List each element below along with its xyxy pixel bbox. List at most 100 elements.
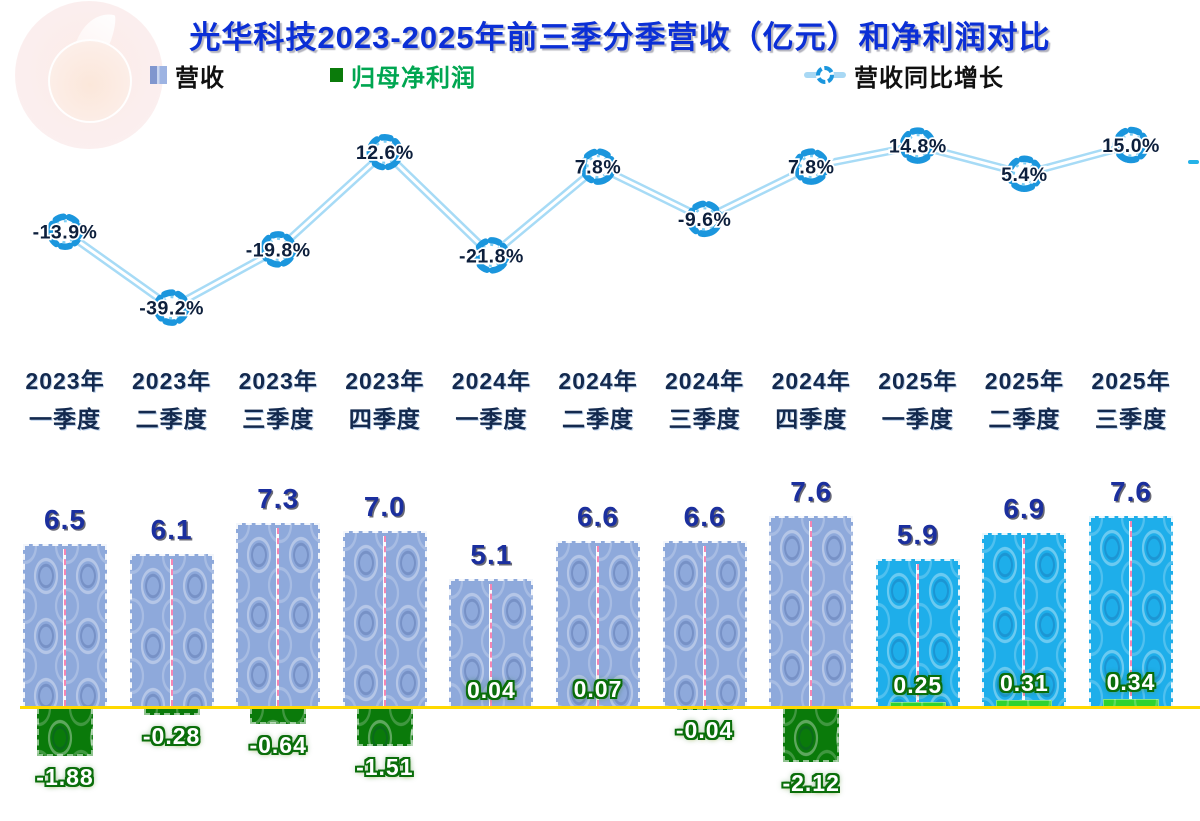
legend-label-growth: 营收同比增长: [854, 64, 1004, 92]
growth-value-label: 7.8%: [788, 157, 834, 179]
quarter-label-year: 2023年: [238, 368, 318, 394]
revenue-value-label: 6.5: [44, 503, 86, 535]
chart-title: 光华科技2023-2025年前三季分季营收（亿元）和净利润对比: [189, 20, 1051, 55]
revenue-value-label: 7.6: [790, 475, 833, 507]
revenue-bar: [129, 553, 214, 708]
profit-value-label: 0.34: [1106, 669, 1156, 696]
growth-point: -21.8%: [457, 237, 525, 274]
quarter-label-year: 2023年: [132, 368, 212, 394]
growth-value-label: 12.6%: [356, 142, 414, 164]
revenue-bar: [1089, 515, 1173, 708]
growth-point: 15.0%: [1100, 126, 1161, 164]
growth-point: 7.8%: [573, 148, 622, 185]
profit-bar: [250, 708, 307, 725]
quarter-label-year: 2023年: [25, 368, 105, 394]
quarter-label-quarter: 二季度: [562, 406, 634, 432]
growth-marker-icon: [816, 66, 834, 84]
quarter-label-year: 2025年: [1091, 368, 1171, 394]
legend-item-profit: 归母净利润: [330, 60, 476, 92]
legend-label-profit: 归母净利润: [351, 64, 476, 92]
quarter-label-quarter: 三季度: [668, 406, 741, 432]
revenue-value-label: 5.1: [470, 538, 513, 570]
profit-bar: [1103, 699, 1159, 708]
revenue-value-label: 7.0: [363, 490, 406, 522]
bar-center-line: [1022, 538, 1026, 706]
revenue-value-label: 7.6: [1110, 475, 1152, 507]
revenue-bar: [342, 530, 427, 708]
growth-value-label: 14.8%: [889, 136, 947, 158]
quarter-label-quarter: 三季度: [242, 406, 315, 432]
quarter-label-year: 2023年: [345, 368, 425, 394]
bar-center-line: [489, 583, 493, 707]
bar-center-line: [809, 520, 813, 707]
growth-point: 7.8%: [786, 148, 836, 185]
growth-value-label: -21.8%: [459, 245, 524, 267]
quarter-label-quarter: 二季度: [988, 406, 1061, 432]
revenue-bar: [769, 515, 854, 708]
legend-label-revenue: 营收: [175, 64, 225, 92]
growth-marker-inner-icon: [479, 243, 503, 267]
quarter-label-quarter: 一季度: [881, 406, 954, 432]
profit-value-label: -0.64: [249, 732, 307, 759]
revenue-value-label: 6.1: [150, 513, 193, 545]
profit-value-label: 0.25: [893, 671, 943, 698]
growth-value-label: -19.8%: [246, 239, 311, 261]
profit-value-label: -0.28: [142, 723, 201, 750]
quarter-label-year: 2024年: [771, 368, 851, 394]
legend-item-revenue: 营收: [150, 60, 225, 92]
profit-value-label: 0.31: [1000, 670, 1049, 697]
revenue-bar: [23, 543, 107, 708]
bar-center-line: [915, 563, 919, 707]
revenue-value-label: 6.9: [1003, 493, 1046, 525]
revenue-bar: [236, 523, 321, 708]
growth-marker-inner-icon: [586, 155, 610, 179]
growth-marker-inner-icon: [1119, 133, 1143, 157]
quarter-label-year: 2025年: [878, 368, 958, 394]
quarter-label-quarter: 一季度: [455, 406, 528, 432]
watermark-ring-icon: [48, 39, 132, 123]
revenue-bar: [875, 558, 960, 708]
profit-swatch-icon: [330, 68, 343, 82]
growth-point: -39.2%: [138, 289, 205, 326]
growth-point: -9.6%: [676, 200, 733, 238]
quarter-label-year: 2024年: [451, 368, 531, 394]
quarter-label-year: 2024年: [665, 368, 745, 394]
profit-value-label: 0.07: [573, 676, 623, 703]
revenue-bar: [449, 578, 534, 708]
bar-center-line: [169, 558, 173, 707]
revenue-value-label: 6.6: [683, 501, 726, 533]
profit-value-label: -1.51: [356, 754, 414, 781]
quarter-label-year: 2025年: [984, 368, 1064, 394]
bar-center-line: [63, 548, 66, 707]
quarter-label-quarter: 二季度: [135, 406, 208, 432]
growth-value-label: 7.8%: [575, 157, 621, 179]
growth-point: 14.8%: [887, 127, 948, 164]
quarter-label-quarter: 四季度: [775, 406, 848, 432]
growth-point: -19.8%: [244, 231, 312, 268]
quarter-label-year: 2024年: [558, 368, 638, 394]
growth-marker-inner-icon: [799, 155, 823, 179]
profit-value-label: 0.04: [467, 676, 516, 703]
growth-marker-inner-icon: [692, 207, 717, 231]
profit-value-label: -0.04: [675, 717, 734, 744]
profit-bar: [889, 701, 946, 708]
growth-value-label: -9.6%: [678, 209, 731, 231]
growth-marker-inner-icon: [160, 296, 184, 320]
quarter-label-quarter: 四季度: [348, 406, 421, 432]
profit-bar: [783, 708, 840, 762]
revenue-bar: [662, 541, 747, 708]
watermark-logo: [15, 1, 163, 149]
revenue-value-label: 7.3: [257, 483, 300, 515]
profit-bar: [37, 708, 93, 756]
growth-value-label: 15.0%: [1102, 135, 1160, 157]
bar-center-line: [702, 546, 706, 706]
growth-marker-inner-icon: [1012, 162, 1037, 186]
growth-point: 12.6%: [354, 133, 415, 171]
quarter-label-quarter: 一季度: [29, 406, 101, 432]
revenue-value-label: 5.9: [896, 518, 939, 550]
profit-bar: [356, 708, 413, 747]
legend-item-growth: 营收同比增长: [804, 60, 1004, 92]
revenue-bar: [556, 541, 640, 708]
bar-center-line: [382, 535, 386, 707]
